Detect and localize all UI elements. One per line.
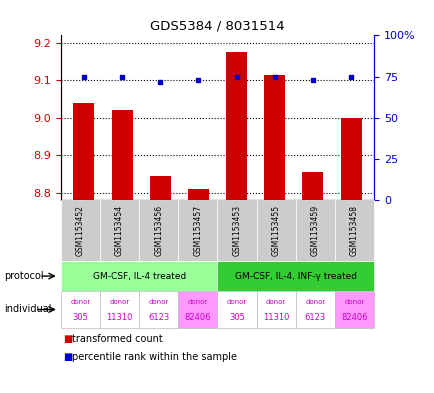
Text: GSM1153457: GSM1153457 — [193, 205, 202, 257]
Text: percentile rank within the sample: percentile rank within the sample — [72, 352, 236, 362]
Bar — [340, 118, 361, 200]
Text: 82406: 82406 — [184, 313, 210, 322]
Text: donor: donor — [187, 299, 207, 305]
Text: donor: donor — [266, 299, 286, 305]
Text: transformed count: transformed count — [72, 334, 162, 344]
Text: 305: 305 — [229, 313, 244, 322]
Bar — [187, 189, 208, 200]
Bar — [111, 110, 132, 200]
Text: donor: donor — [109, 299, 129, 305]
Title: GDS5384 / 8031514: GDS5384 / 8031514 — [150, 20, 284, 33]
Text: 82406: 82406 — [341, 313, 367, 322]
Text: 6123: 6123 — [304, 313, 325, 322]
Text: donor: donor — [148, 299, 168, 305]
Text: ■: ■ — [63, 334, 72, 344]
Bar — [149, 176, 170, 200]
Text: protocol: protocol — [4, 271, 44, 281]
Text: individual: individual — [4, 305, 52, 314]
Text: GM-CSF, IL-4 treated: GM-CSF, IL-4 treated — [92, 272, 185, 281]
Text: GSM1153458: GSM1153458 — [349, 206, 358, 256]
Bar — [302, 172, 323, 200]
Text: donor: donor — [305, 299, 325, 305]
Text: donor: donor — [344, 299, 364, 305]
Bar — [264, 75, 285, 200]
Text: 6123: 6123 — [148, 313, 169, 322]
Text: donor: donor — [227, 299, 247, 305]
Text: GSM1153452: GSM1153452 — [76, 206, 85, 256]
Text: ■: ■ — [63, 352, 72, 362]
Text: 11310: 11310 — [106, 313, 132, 322]
Text: GSM1153454: GSM1153454 — [115, 205, 124, 257]
Text: GM-CSF, IL-4, INF-γ treated: GM-CSF, IL-4, INF-γ treated — [234, 272, 356, 281]
Text: donor: donor — [70, 299, 90, 305]
Text: 11310: 11310 — [263, 313, 289, 322]
Text: GSM1153455: GSM1153455 — [271, 205, 280, 257]
Text: GSM1153453: GSM1153453 — [232, 205, 241, 257]
Text: GSM1153459: GSM1153459 — [310, 205, 319, 257]
Text: 305: 305 — [72, 313, 88, 322]
Text: GSM1153456: GSM1153456 — [154, 205, 163, 257]
Bar — [226, 52, 247, 200]
Bar — [73, 103, 94, 200]
